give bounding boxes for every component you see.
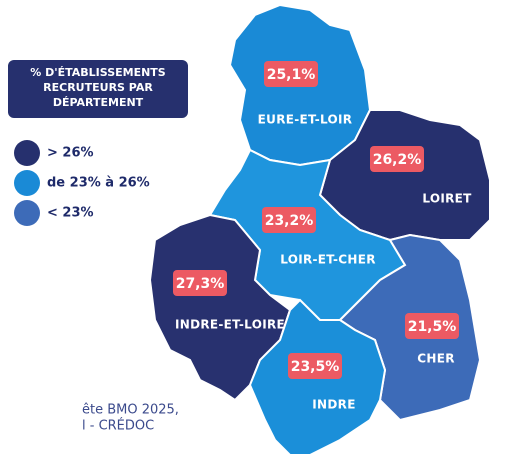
legend-title: DÉPARTEMENT	[53, 96, 144, 109]
value-box	[288, 353, 342, 379]
value-box	[370, 146, 424, 172]
legend-title-box	[8, 60, 188, 118]
value-label: 27,3%	[176, 276, 225, 292]
legend-swatch	[14, 170, 40, 196]
value-label: 25,1%	[267, 67, 316, 83]
value-box	[264, 61, 318, 87]
region-name: INDRE-ET-LOIRE	[175, 318, 285, 332]
value-label: 23,5%	[291, 359, 340, 375]
legend-swatch	[14, 140, 40, 166]
source: ête BMO 2025,	[82, 403, 179, 418]
legend-label: > 26%	[47, 146, 94, 161]
legend-title: RECRUTEURS PAR	[43, 81, 153, 94]
value-box	[405, 313, 459, 339]
legend-label: < 23%	[47, 206, 94, 221]
region-name: LOIR-ET-CHER	[280, 253, 376, 267]
value-box	[173, 270, 227, 296]
legend-title: % D'ÉTABLISSEMENTS	[30, 66, 166, 79]
value-box	[262, 207, 316, 233]
source: l - CRÉDOC	[82, 418, 154, 434]
region-indre-et-loire	[148, 213, 292, 402]
legend-label: de 23% à 26%	[47, 176, 150, 191]
region-name: LOIRET	[422, 192, 472, 206]
legend-swatch	[14, 200, 40, 226]
value-label: 23,2%	[265, 213, 314, 229]
region-name: INDRE	[312, 398, 355, 412]
value-label: 21,5%	[408, 319, 457, 335]
region-name: EURE-ET-LOIR	[258, 113, 353, 127]
region-name: CHER	[417, 352, 455, 366]
value-label: 26,2%	[373, 152, 422, 168]
